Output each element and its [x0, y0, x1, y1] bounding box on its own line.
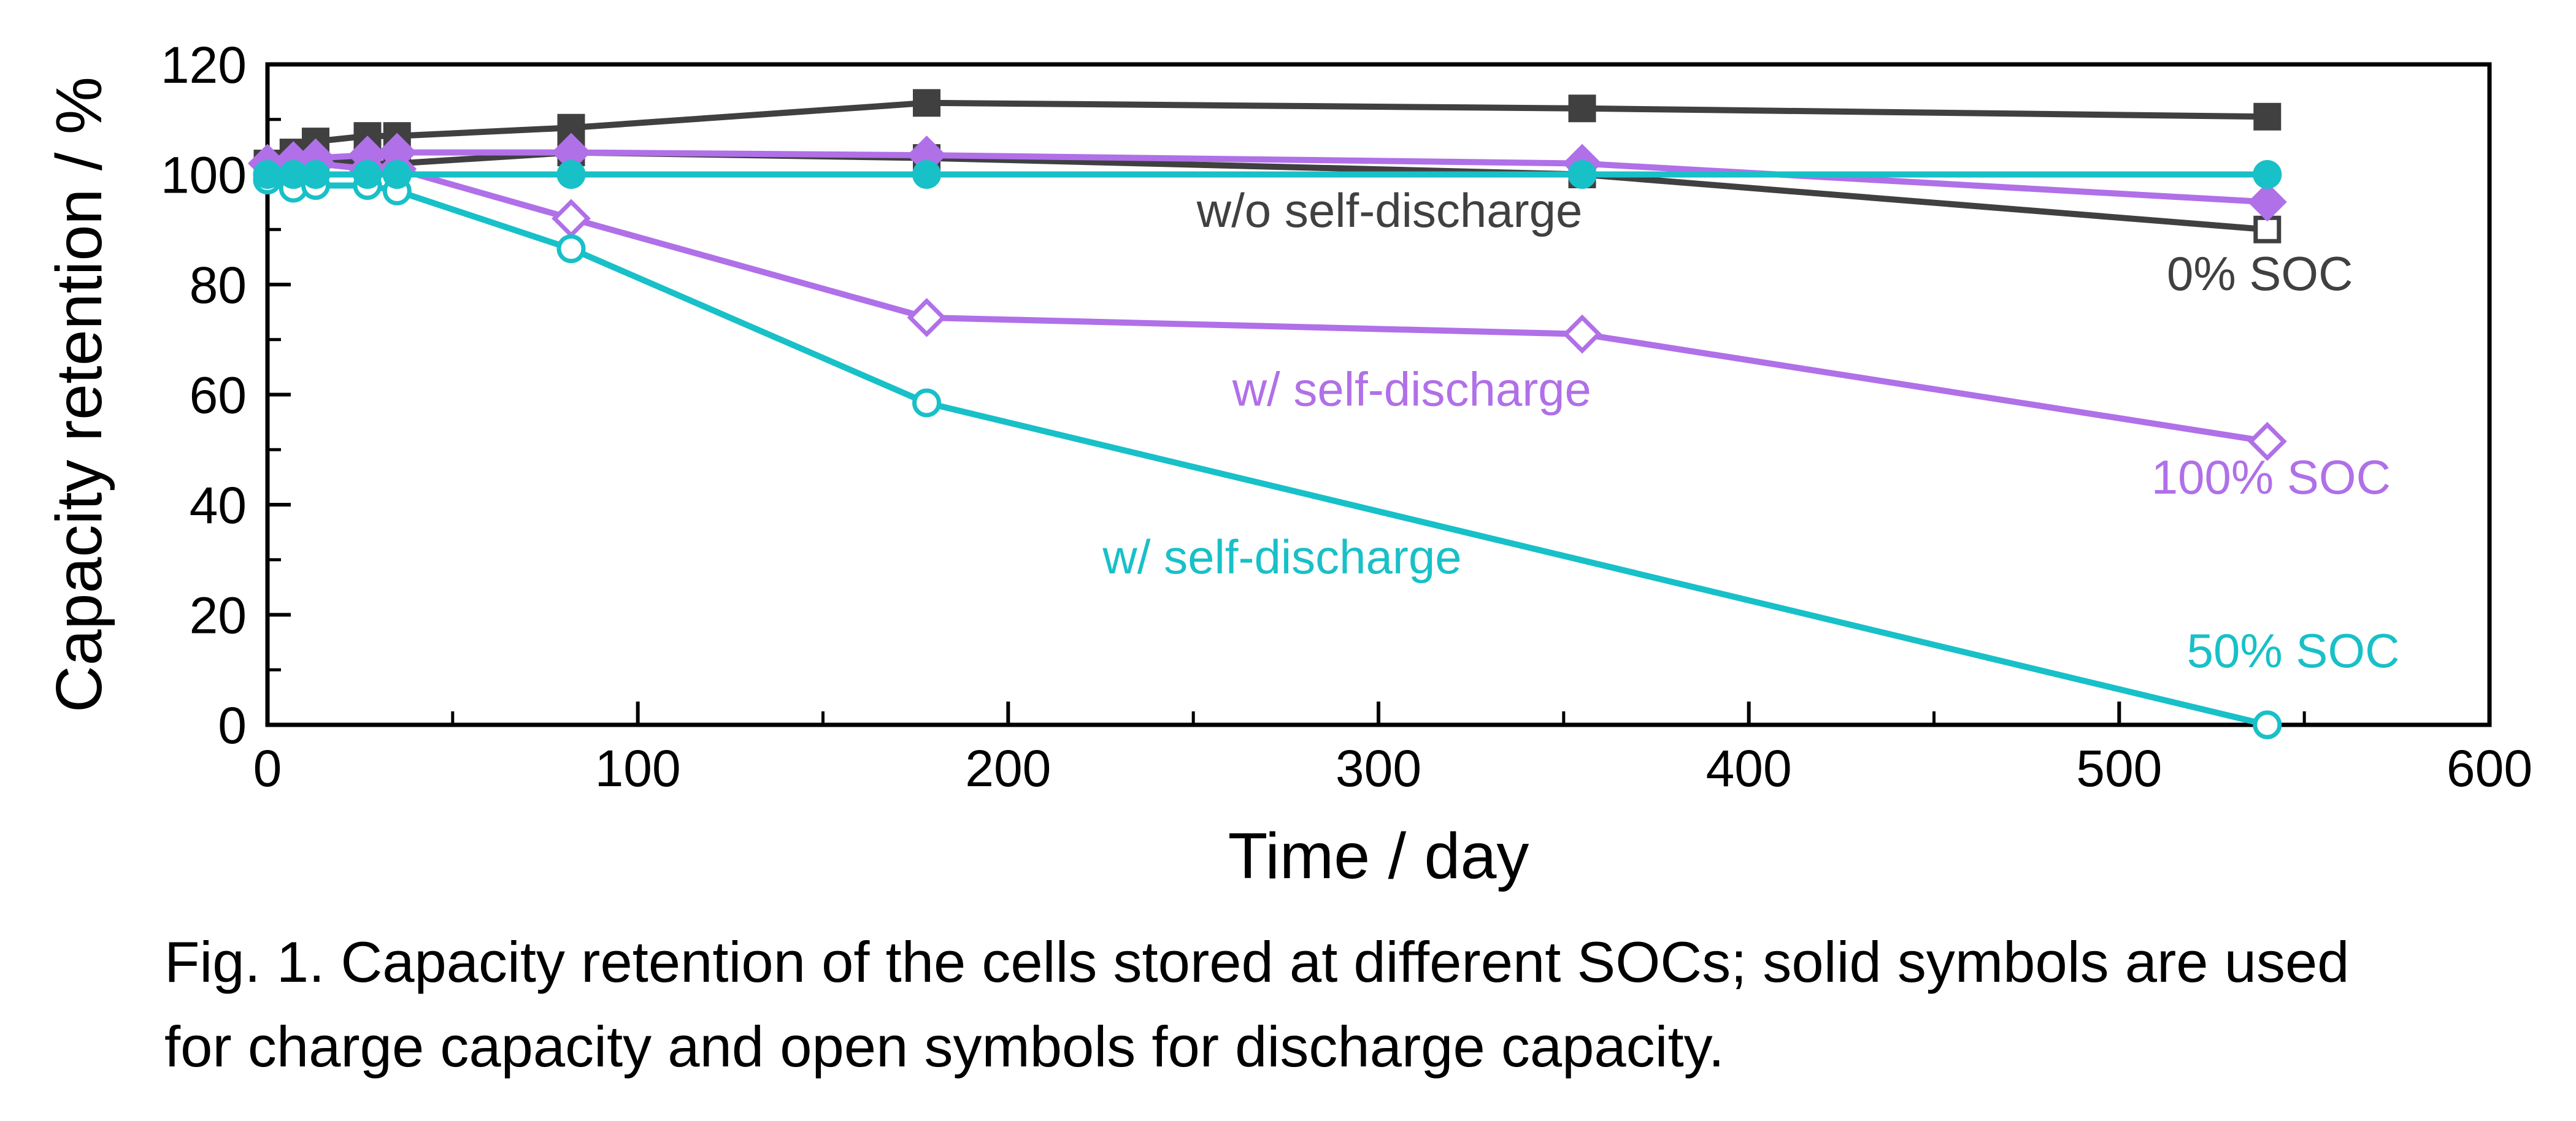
data-point-square: [2253, 102, 2282, 131]
x-tick-label: 200: [965, 740, 1051, 797]
data-point-circle: [2253, 710, 2282, 740]
x-tick-label: 100: [595, 740, 681, 797]
y-tick-label: 120: [161, 36, 247, 94]
annotation-label: w/ self-discharge: [1102, 530, 1461, 584]
x-tick-label: 0: [253, 740, 282, 797]
data-point-circle: [2253, 160, 2282, 189]
data-point-circle: [353, 160, 382, 189]
data-point-square: [913, 89, 941, 117]
data-point-square: [1568, 94, 1596, 123]
caption-line-1: Fig. 1. Capacity retention of the cells …: [164, 930, 2350, 994]
series-50-soc-charge: [253, 160, 2282, 189]
caption-line-2: for charge capacity and open symbols for…: [164, 1014, 1724, 1079]
tick-labels: 0 100 200 300 400 500 600 0 20 40 60 80 100 120: [161, 36, 2532, 797]
figure-caption: Fig. 1. Capacity retention of the cells …: [164, 920, 2532, 1089]
data-point-circle: [253, 160, 282, 189]
annotation-label: w/o self-discharge: [1196, 183, 1583, 237]
data-point-circle: [1567, 160, 1597, 189]
x-tick-label: 600: [2447, 740, 2532, 797]
data-point-circle: [382, 160, 412, 189]
data-point-diamond: [907, 297, 947, 337]
data-point-circle: [301, 160, 330, 189]
y-tick-label: 80: [190, 256, 247, 314]
y-tick-label: 0: [218, 697, 247, 754]
data-point-diamond: [1563, 314, 1602, 354]
data-point-diamond: [552, 199, 591, 239]
data-point-circle: [912, 160, 942, 189]
data-point-circle: [556, 160, 586, 189]
y-tick-label: 60: [190, 367, 247, 424]
annotations: w/o self-discharge 0% SOC w/ self-discharg…: [1102, 183, 2399, 678]
y-tick-label: 20: [190, 587, 247, 645]
data-point-circle: [556, 234, 586, 264]
y-tick-label: 40: [190, 476, 247, 534]
annotation-label: 0% SOC: [2167, 247, 2353, 300]
x-axis-title: Time / day: [1228, 820, 1529, 892]
data-point-diamond: [2247, 182, 2287, 222]
x-tick-label: 500: [2076, 740, 2162, 797]
y-tick-label: 100: [161, 147, 247, 204]
y-axis-title: Capacity retention / %: [43, 77, 115, 713]
annotation-label: w/ self-discharge: [1232, 362, 1591, 416]
series-50-soc-discharge: [253, 165, 2282, 740]
data-point-circle: [912, 388, 942, 418]
x-tick-label: 300: [1336, 740, 1421, 797]
annotation-label: 50% SOC: [2187, 624, 2400, 678]
x-tick-label: 400: [1706, 740, 1792, 797]
plot-frame: [265, 62, 2492, 727]
annotation-label: 100% SOC: [2151, 450, 2391, 504]
data-series: [248, 89, 2287, 740]
data-point-diamond: [2247, 421, 2287, 461]
